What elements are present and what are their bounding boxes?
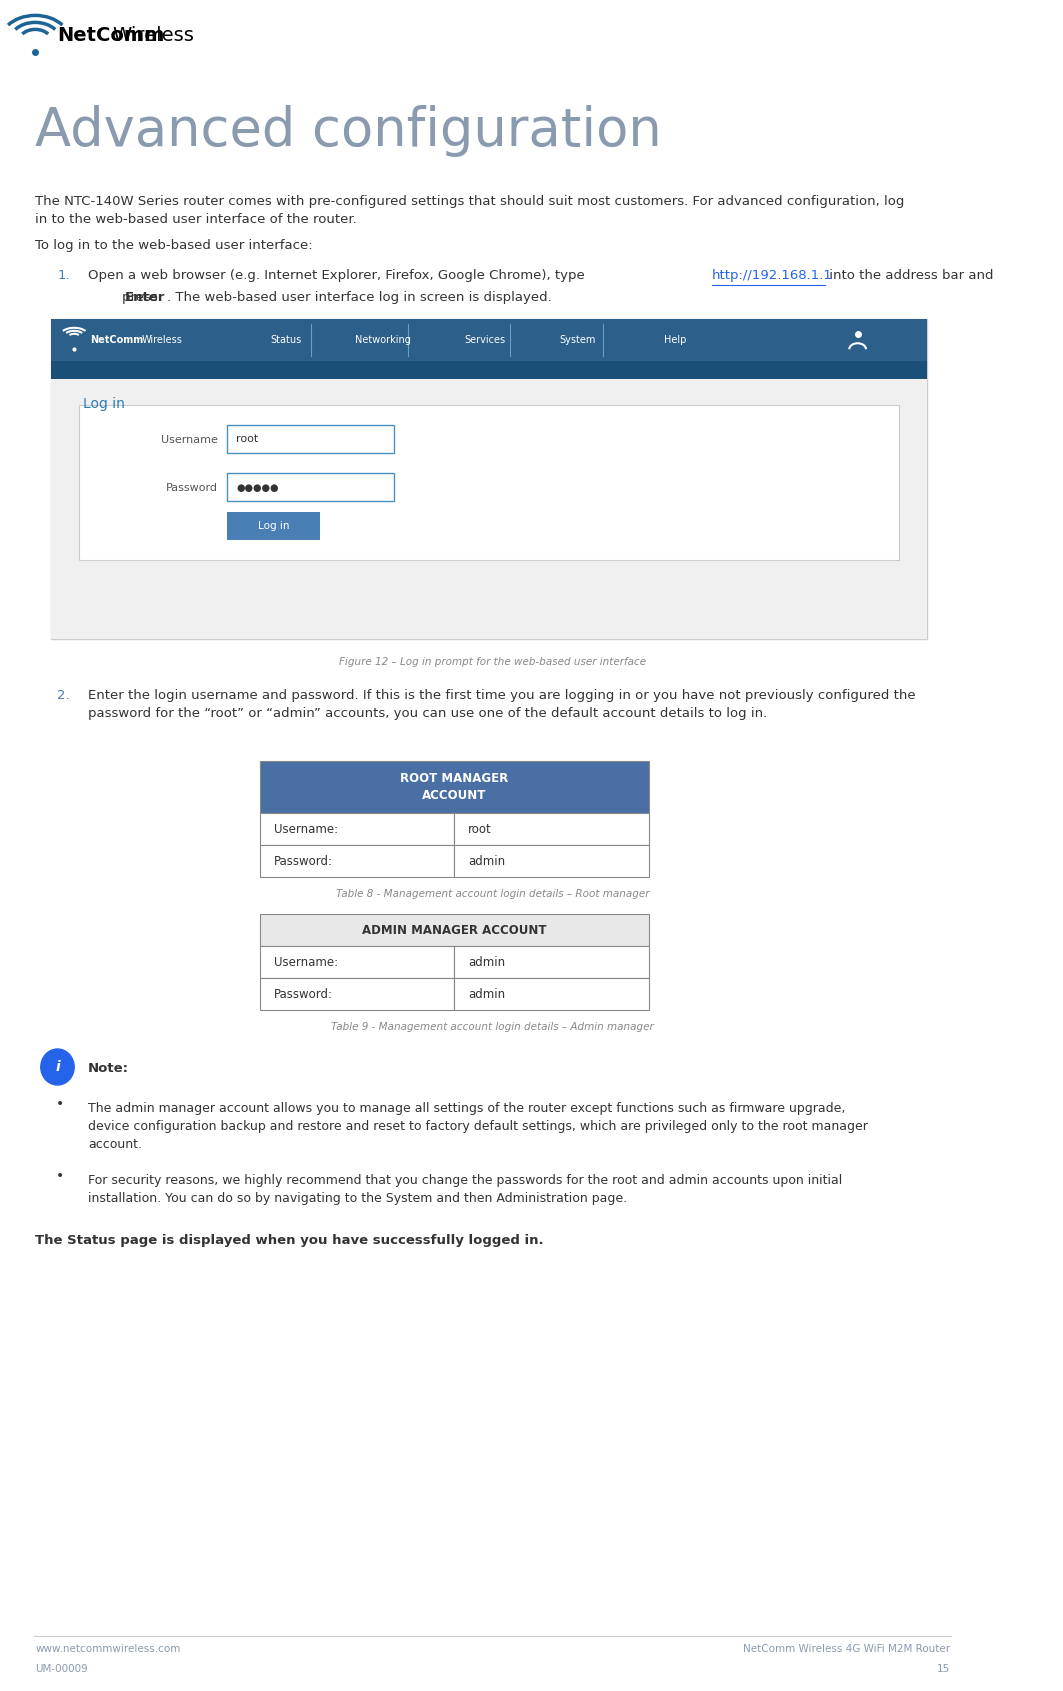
Text: Password: Password — [166, 484, 218, 494]
Text: Help: Help — [663, 335, 686, 345]
Bar — [454, 846, 649, 878]
Text: System: System — [559, 335, 595, 345]
Text: admin: admin — [468, 955, 505, 969]
Text: Password:: Password: — [273, 854, 333, 867]
Text: The admin manager account allows you to manage all settings of the router except: The admin manager account allows you to … — [88, 1103, 868, 1152]
Text: Status: Status — [270, 335, 301, 345]
Bar — [259, 813, 454, 846]
Text: i: i — [55, 1060, 60, 1074]
Text: •: • — [56, 1097, 65, 1111]
Text: The Status page is displayed when you have successfully logged in.: The Status page is displayed when you ha… — [35, 1234, 544, 1246]
Bar — [259, 977, 454, 1010]
Text: NetComm: NetComm — [90, 335, 144, 345]
Text: To log in to the web-based user interface:: To log in to the web-based user interfac… — [35, 238, 313, 252]
Text: •: • — [56, 1168, 65, 1184]
Text: admin: admin — [468, 988, 505, 1001]
Text: ●●●●●: ●●●●● — [236, 484, 279, 494]
Bar — [454, 813, 649, 846]
Bar — [259, 915, 649, 945]
Bar — [227, 473, 394, 501]
Text: ROOT MANAGER
ACCOUNT: ROOT MANAGER ACCOUNT — [400, 773, 508, 802]
Text: Wireless: Wireless — [141, 335, 183, 345]
Text: ADMIN MANAGER ACCOUNT: ADMIN MANAGER ACCOUNT — [362, 923, 546, 937]
Text: www.netcommwireless.com: www.netcommwireless.com — [35, 1644, 181, 1654]
Text: into the address bar and: into the address bar and — [825, 269, 994, 282]
Bar — [227, 424, 394, 453]
Bar — [259, 846, 454, 878]
Text: root: root — [236, 435, 258, 445]
Text: Open a web browser (e.g. Internet Explorer, Firefox, Google Chrome), type: Open a web browser (e.g. Internet Explor… — [88, 269, 589, 282]
Bar — [259, 761, 649, 813]
Bar — [79, 406, 899, 560]
Text: NetComm Wireless 4G WiFi M2M Router: NetComm Wireless 4G WiFi M2M Router — [743, 1644, 950, 1654]
Bar — [51, 320, 927, 639]
Text: . The web-based user interface log in screen is displayed.: . The web-based user interface log in sc… — [167, 291, 552, 304]
Text: NetComm: NetComm — [57, 25, 165, 44]
Text: Username: Username — [161, 435, 218, 445]
Text: 15: 15 — [938, 1664, 950, 1674]
Text: Username:: Username: — [273, 955, 338, 969]
Text: 2.: 2. — [57, 688, 70, 702]
Bar — [454, 945, 649, 977]
Text: Log in: Log in — [257, 521, 289, 531]
Text: Password:: Password: — [273, 988, 333, 1001]
Text: http://192.168.1.1: http://192.168.1.1 — [712, 269, 833, 282]
Bar — [259, 945, 454, 977]
Bar — [51, 379, 927, 639]
Text: 1.: 1. — [57, 269, 70, 282]
Text: Advanced configuration: Advanced configuration — [35, 105, 662, 157]
Text: Table 9 - Management account login details – Admin manager: Table 9 - Management account login detai… — [332, 1021, 654, 1032]
Text: root: root — [468, 822, 492, 835]
Circle shape — [40, 1048, 74, 1086]
Text: Note:: Note: — [88, 1062, 129, 1075]
Text: Networking: Networking — [355, 335, 411, 345]
Text: Log in: Log in — [83, 397, 125, 411]
Bar — [454, 977, 649, 1010]
Text: For security reasons, we highly recommend that you change the passwords for the : For security reasons, we highly recommen… — [88, 1174, 842, 1206]
Text: Enter the login username and password. If this is the first time you are logging: Enter the login username and password. I… — [88, 688, 915, 720]
Text: Table 8 - Management account login details – Root manager: Table 8 - Management account login detai… — [336, 889, 649, 900]
Text: press: press — [88, 291, 162, 304]
Text: Username:: Username: — [273, 822, 338, 835]
Text: The NTC-140W Series router comes with pre-configured settings that should suit m: The NTC-140W Series router comes with pr… — [35, 194, 905, 227]
Bar — [51, 360, 927, 379]
Text: Wireless: Wireless — [113, 25, 195, 44]
Text: admin: admin — [468, 854, 505, 867]
Text: Figure 12 – Log in prompt for the web-based user interface: Figure 12 – Log in prompt for the web-ba… — [339, 658, 646, 666]
Text: UM-00009: UM-00009 — [35, 1664, 88, 1674]
Text: Services: Services — [465, 335, 506, 345]
Bar — [51, 320, 927, 360]
Bar — [227, 512, 320, 539]
Text: Enter: Enter — [125, 291, 166, 304]
